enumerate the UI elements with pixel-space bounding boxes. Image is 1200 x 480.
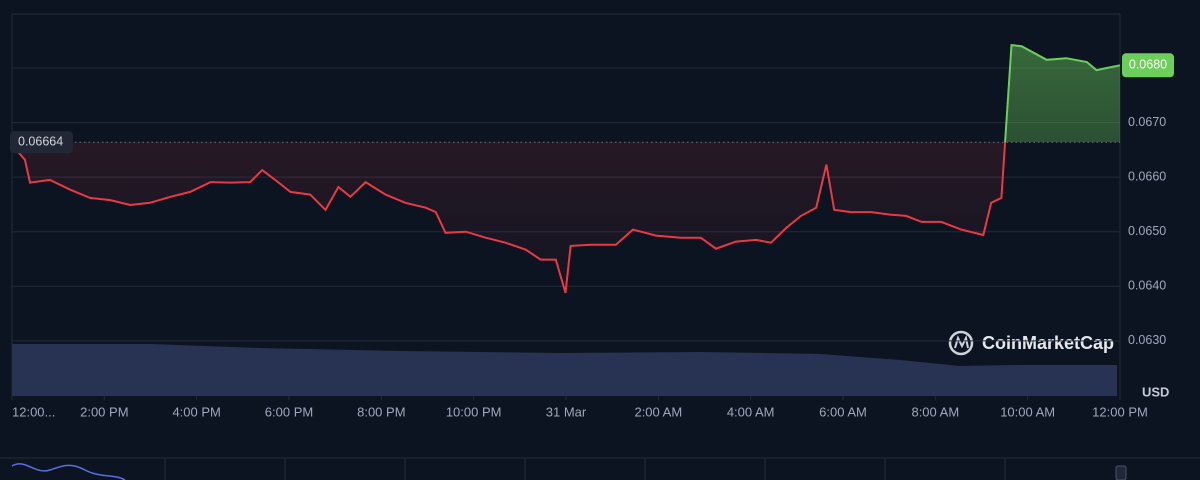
- y-tick-label: 0.0660: [1128, 169, 1166, 183]
- x-tick-label: 4:00 AM: [727, 404, 775, 419]
- x-tick-label: 12:00...: [12, 404, 55, 419]
- reference-badge: [10, 131, 73, 154]
- x-tick-label: 8:00 PM: [357, 404, 405, 419]
- x-tick-label: 8:00 AM: [911, 404, 959, 419]
- x-tick-label: 12:00 PM: [1092, 404, 1148, 419]
- x-tick-label: 6:00 AM: [819, 404, 867, 419]
- y-tick-label: 0.0650: [1128, 224, 1166, 238]
- navigator: [0, 452, 1200, 480]
- x-tick-label: 10:00 AM: [1000, 404, 1055, 419]
- x-tick-label: 2:00 AM: [634, 404, 682, 419]
- currency-label: USD: [1142, 384, 1169, 399]
- last-price-badge: [1122, 53, 1174, 78]
- area-up: [1005, 45, 1120, 143]
- watermark-text: CoinMarketCap: [982, 333, 1114, 353]
- y-tick-label: 0.0640: [1128, 279, 1166, 293]
- x-tick-label: 31 Mar: [546, 404, 587, 419]
- price-line-down: [12, 142, 1007, 294]
- navigator-handle[interactable]: [1115, 465, 1127, 480]
- y-tick-label: 0.0630: [1128, 333, 1166, 347]
- x-tick-label: 10:00 PM: [446, 404, 502, 419]
- navigator-line: [11, 463, 126, 480]
- area-down: [12, 142, 1120, 293]
- last-price-label: 0.0680: [1129, 58, 1167, 72]
- x-tick-label: 2:00 PM: [80, 404, 128, 419]
- x-tick-label: 6:00 PM: [265, 404, 313, 419]
- x-tick-label: 4:00 PM: [172, 404, 220, 419]
- reference-label: 0.06664: [18, 135, 63, 149]
- y-tick-label: 0.0670: [1128, 115, 1166, 129]
- navigator-ticks: [164, 458, 1006, 480]
- volume-area: [12, 344, 1117, 396]
- watermark: CoinMarketCap: [948, 330, 1114, 356]
